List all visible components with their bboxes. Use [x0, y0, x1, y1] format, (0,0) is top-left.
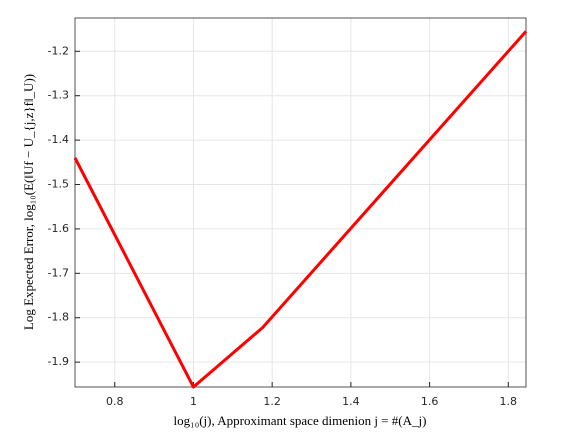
- x-axis-label: log₁₀(j), Approximant space dimenion j =…: [174, 413, 427, 428]
- y-axis-label: Log Expected Error, log₁₀(E(‖Uf − U_{j,z…: [21, 74, 36, 330]
- y-tick-label: -1.8: [48, 311, 69, 324]
- x-tick-label: 1: [190, 395, 197, 408]
- y-tick-label: -1.6: [48, 222, 69, 235]
- plot-area: [75, 18, 526, 387]
- axes-box: [74, 17, 527, 388]
- data-line: [73, 30, 528, 389]
- y-tick-label: -1.3: [48, 89, 69, 102]
- x-tick-label: 1.2: [263, 395, 281, 408]
- x-tick-label: 1.8: [500, 395, 518, 408]
- y-tick-label: -1.2: [48, 44, 69, 57]
- x-tick-label: 1.4: [342, 395, 360, 408]
- x-tick-label: 1.6: [421, 395, 439, 408]
- y-tick-label: -1.9: [48, 355, 69, 368]
- y-tick-label: -1.4: [48, 133, 69, 146]
- x-tick-label: 0.8: [106, 395, 124, 408]
- y-tick-label: -1.5: [48, 178, 69, 191]
- y-tick-label: -1.7: [48, 266, 69, 279]
